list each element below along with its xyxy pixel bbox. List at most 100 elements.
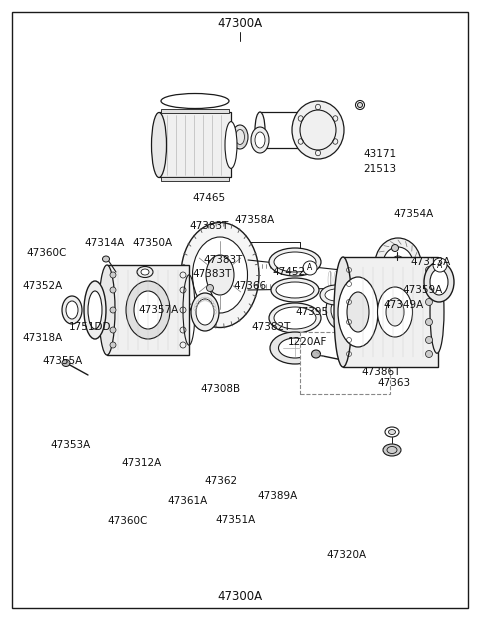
Ellipse shape [66,301,78,319]
Ellipse shape [351,300,364,320]
Ellipse shape [206,255,234,295]
Text: 47357A: 47357A [138,305,179,315]
Ellipse shape [425,280,432,288]
Ellipse shape [134,291,162,329]
Ellipse shape [110,287,116,293]
Text: 47352A: 47352A [22,281,62,291]
Text: 47300A: 47300A [217,17,263,30]
Ellipse shape [270,332,320,364]
Ellipse shape [110,272,116,278]
Ellipse shape [430,271,444,353]
Text: 47361A: 47361A [167,496,207,506]
Text: 47362: 47362 [204,476,238,485]
Ellipse shape [255,132,265,148]
Text: 47383T: 47383T [192,269,232,279]
Ellipse shape [312,350,321,358]
Text: 43171: 43171 [363,149,397,159]
Ellipse shape [103,256,109,262]
Text: 47360C: 47360C [27,248,67,258]
Ellipse shape [274,307,316,329]
Ellipse shape [338,277,378,347]
Ellipse shape [210,118,230,148]
Ellipse shape [99,265,115,355]
Text: 47312A: 47312A [121,458,162,468]
Text: 47389A: 47389A [257,491,298,501]
Ellipse shape [159,114,167,120]
Text: 47382T: 47382T [252,322,291,332]
Text: 47363: 47363 [377,378,410,388]
Ellipse shape [181,223,259,327]
Ellipse shape [347,292,369,332]
Ellipse shape [383,247,413,281]
Ellipse shape [110,307,116,313]
Text: 47395: 47395 [295,307,329,317]
Ellipse shape [110,327,116,333]
Ellipse shape [356,100,364,110]
Text: 47383T: 47383T [204,255,243,265]
Ellipse shape [388,430,396,435]
Ellipse shape [84,281,106,339]
Text: 47386T: 47386T [362,367,401,377]
Circle shape [303,261,317,275]
Ellipse shape [347,295,369,325]
Bar [358,315,376,350]
Ellipse shape [386,298,404,326]
Bar [161,109,229,113]
Ellipse shape [425,319,432,326]
Ellipse shape [110,342,116,348]
Ellipse shape [251,127,269,153]
Ellipse shape [425,337,432,343]
Text: 47359A: 47359A [402,285,443,295]
Ellipse shape [326,291,354,329]
Ellipse shape [236,130,244,144]
Ellipse shape [303,112,313,148]
Text: 47465: 47465 [192,193,226,203]
Ellipse shape [331,298,349,322]
Ellipse shape [62,296,82,324]
Text: 47355A: 47355A [42,356,83,366]
Bar [159,112,231,177]
Ellipse shape [385,427,399,437]
Text: 47300A: 47300A [217,590,263,603]
Ellipse shape [425,267,432,273]
Text: 47314A: 47314A [84,238,125,248]
Ellipse shape [232,125,248,149]
Circle shape [433,258,447,272]
Ellipse shape [392,244,398,252]
Ellipse shape [364,288,372,293]
Text: 47360C: 47360C [107,516,147,526]
Text: 47349A: 47349A [383,300,423,310]
Ellipse shape [334,257,352,367]
Ellipse shape [196,299,214,325]
Ellipse shape [425,298,432,306]
Ellipse shape [152,112,167,177]
Bar [300,332,390,394]
Text: 47452: 47452 [272,267,306,277]
Ellipse shape [192,237,248,313]
Ellipse shape [377,287,412,337]
Ellipse shape [320,285,352,305]
Text: 1220AF: 1220AF [288,337,327,347]
Text: 47320A: 47320A [326,550,367,560]
Text: 1751DD: 1751DD [69,322,111,332]
Ellipse shape [325,289,347,301]
Ellipse shape [425,350,432,358]
Text: 21513: 21513 [363,164,397,174]
Ellipse shape [274,252,316,272]
Ellipse shape [88,291,102,329]
Text: A: A [307,264,312,273]
Text: 47318A: 47318A [22,333,62,343]
Bar [107,265,189,355]
Text: A: A [437,260,443,270]
Text: 47354A: 47354A [394,209,434,219]
Ellipse shape [292,101,344,159]
Ellipse shape [276,282,314,298]
Text: 47366: 47366 [233,281,266,291]
Text: 47308B: 47308B [201,384,241,394]
Text: 47350A: 47350A [132,238,173,248]
Ellipse shape [206,285,214,291]
Text: 47383T: 47383T [189,221,228,231]
Ellipse shape [269,303,321,333]
Text: 47313A: 47313A [410,257,450,267]
Ellipse shape [141,269,149,275]
